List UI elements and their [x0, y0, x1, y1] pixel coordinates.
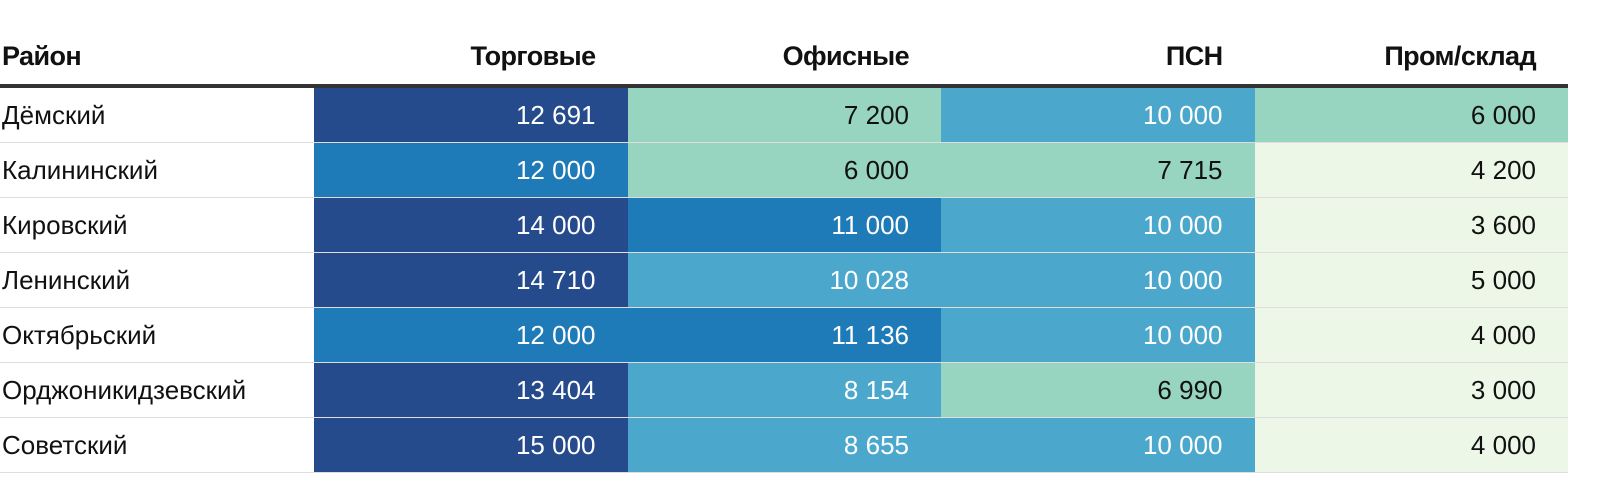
table-row: Октябрьский 12 000 11 136 10 000 4 000: [0, 307, 1568, 363]
district-name: Дёмский: [0, 86, 314, 143]
column-header-psn: ПСН: [941, 28, 1255, 88]
heatmap-cell: 6 000: [1254, 86, 1568, 143]
heatmap-cell: 11 136: [627, 307, 941, 363]
column-header-industrial: Пром/склад: [1254, 28, 1568, 88]
district-name: Кировский: [0, 197, 314, 253]
heatmap-cell: 10 000: [941, 197, 1255, 253]
table-row: Калининский 12 000 6 000 7 715 4 200: [0, 142, 1568, 198]
heatmap-cell: 13 404: [314, 362, 628, 418]
district-name: Ленинский: [0, 252, 314, 308]
table-row: Орджоникидзевский 13 404 8 154 6 990 3 000: [0, 362, 1568, 418]
heatmap-cell: 12 000: [314, 142, 628, 198]
heatmap-cell: 3 000: [1254, 362, 1568, 418]
heatmap-cell: 7 200: [627, 86, 941, 143]
heatmap-cell: 10 000: [941, 307, 1255, 363]
heatmap-cell: 10 000: [941, 86, 1255, 143]
heatmap-cell: 12 000: [314, 307, 628, 363]
column-header-retail: Торговые: [314, 28, 628, 88]
heatmap-cell: 5 000: [1254, 252, 1568, 308]
heatmap-cell: 6 990: [941, 362, 1255, 418]
heatmap-cell: 8 154: [627, 362, 941, 418]
heatmap-cell: 12 691: [314, 86, 628, 143]
header-row: Район Торговые Офисные ПСН Пром/склад: [0, 28, 1568, 88]
table-row: Дёмский 12 691 7 200 10 000 6 000: [0, 86, 1568, 143]
heatmap-table: Район Торговые Офисные ПСН Пром/склад Дё…: [0, 28, 1568, 473]
heatmap-cell: 4 000: [1254, 417, 1568, 473]
district-name: Орджоникидзевский: [0, 362, 314, 418]
table-row: Ленинский 14 710 10 028 10 000 5 000: [0, 252, 1568, 308]
district-name: Советский: [0, 417, 314, 473]
table-row: Кировский 14 000 11 000 10 000 3 600: [0, 197, 1568, 253]
table-row: Советский 15 000 8 655 10 000 4 000: [0, 417, 1568, 473]
heatmap-cell: 10 000: [941, 417, 1255, 473]
district-name: Октябрьский: [0, 307, 314, 363]
heatmap-cell: 3 600: [1254, 197, 1568, 253]
heatmap-cell: 10 000: [941, 252, 1255, 308]
heatmap-cell: 6 000: [627, 142, 941, 198]
district-name: Калининский: [0, 142, 314, 198]
heatmap-cell: 15 000: [314, 417, 628, 473]
heatmap-cell: 4 200: [1254, 142, 1568, 198]
heatmap-cell: 4 000: [1254, 307, 1568, 363]
heatmap-cell: 10 028: [627, 252, 941, 308]
heatmap-cell: 14 000: [314, 197, 628, 253]
heatmap-cell: 8 655: [627, 417, 941, 473]
column-header-district: Район: [0, 28, 314, 88]
heatmap-cell: 7 715: [941, 142, 1255, 198]
column-header-office: Офисные: [627, 28, 941, 88]
heatmap-cell: 11 000: [627, 197, 941, 253]
heatmap-cell: 14 710: [314, 252, 628, 308]
